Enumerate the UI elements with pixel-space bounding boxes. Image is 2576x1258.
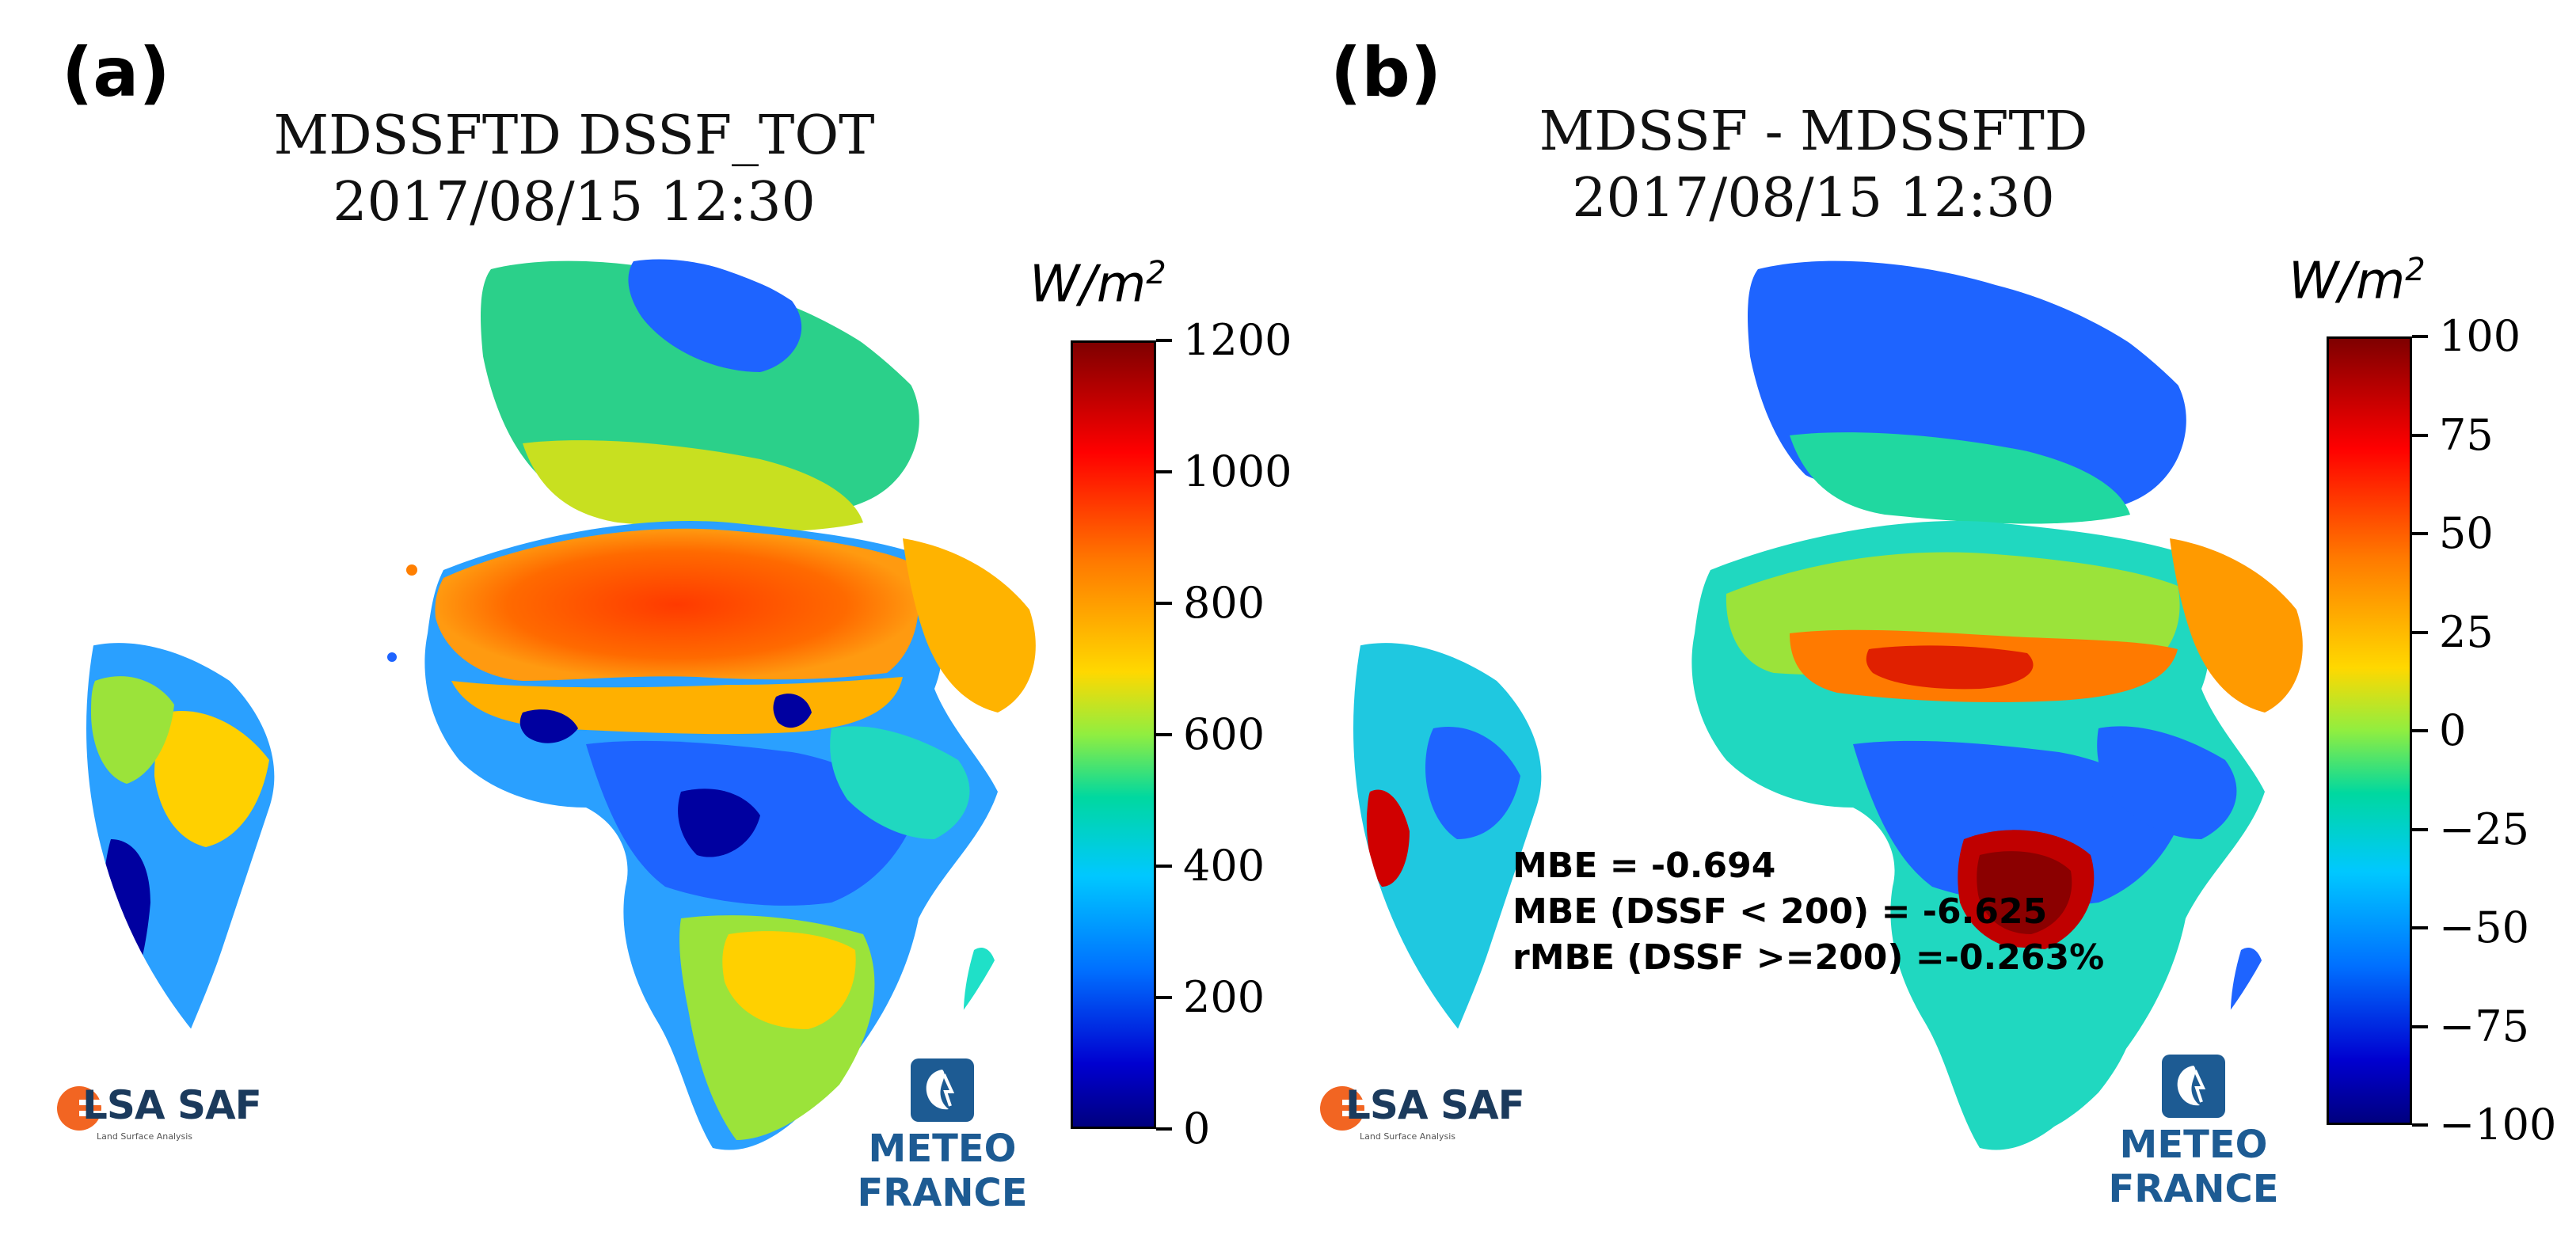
meteo-france-logo: METEO FRANCE (855, 1057, 1029, 1215)
amazon-region (91, 676, 174, 784)
east-africa-region (830, 726, 970, 839)
madagascar-region (963, 947, 998, 1053)
sahel-blue-patch (519, 709, 578, 743)
lsa-saf-logo: LSA SAF Land Surface Analysis (1318, 1081, 1572, 1152)
andes-hotspot (1366, 789, 1410, 887)
meteo-france-logo: METEO FRANCE (2106, 1053, 2281, 1211)
colorbar-tick-label: −25 (2439, 804, 2529, 854)
kalahari-region (722, 931, 856, 1029)
colorbar-tick-label: 600 (1183, 709, 1265, 759)
lsa-saf-sun-icon (1320, 1086, 1366, 1131)
colorbar-tick-label: 400 (1183, 841, 1265, 891)
lsa-saf-text: LSA SAF (82, 1082, 262, 1128)
sahel-red-core (1866, 645, 2034, 690)
brazil-blue-region (1425, 727, 1520, 839)
colorbar-tick-label: 1200 (1183, 315, 1292, 365)
panel-label: (a) (62, 33, 170, 112)
brazil-east-region (154, 711, 269, 847)
meteo-line2: FRANCE (2108, 1167, 2279, 1211)
stats-block: MBE = -0.694 MBE (DSSF < 200) = -6.625 r… (1512, 843, 2104, 981)
lake-patch (773, 694, 812, 728)
sahara-region (435, 528, 919, 681)
panel-b: (b) MDSSF - MDSSFTD 2017/08/15 12:30 (1283, 0, 2576, 1258)
congo-patch (678, 789, 760, 857)
scandinavia-region (628, 259, 802, 372)
canary-island (406, 564, 417, 576)
colorbar (2327, 336, 2412, 1125)
colorbar-tick-label: 0 (1183, 1104, 1211, 1153)
map-title: MDSSF - MDSSFTD 2017/08/15 12:30 (1505, 99, 2122, 232)
colorbar-ticks: 1200 1000 800 600 400 200 0 (1156, 315, 1292, 1153)
europe-south-region (1790, 432, 2130, 524)
angola-hotspot-core (1977, 851, 2072, 934)
map-title: MDSSFTD DSSF_TOT 2017/08/15 12:30 (245, 103, 903, 236)
colorbar-tick-label: −75 (2439, 1001, 2529, 1051)
colorbar-ticks: 100 75 50 25 0 −25 −50 −75 −100 (2412, 311, 2570, 1150)
colorbar-unit: W/m2 (2289, 252, 2426, 311)
globe-map (85, 243, 1056, 1214)
arctic-strip (235, 244, 459, 310)
lsa-saf-subtitle: Land Surface Analysis (97, 1131, 193, 1142)
europe-south-region (523, 440, 863, 532)
meteo-france-emblem-icon (911, 1058, 974, 1122)
lsa-saf-subtitle: Land Surface Analysis (1360, 1131, 1456, 1142)
map-title-line1: MDSSF - MDSSFTD (1539, 101, 2088, 163)
arabia-region (903, 538, 1036, 713)
colorbar-tick-label: 100 (2439, 311, 2521, 361)
colorbar-unit: W/m2 (1029, 255, 1166, 314)
lsa-saf-sun-icon (57, 1086, 103, 1131)
madagascar-region (2230, 947, 2265, 1053)
colorbar (1071, 340, 1156, 1129)
stat-mbe-low: MBE (DSSF < 200) = -6.625 (1512, 891, 2048, 932)
east-africa-region (2097, 726, 2237, 839)
southern-africa-region (1947, 947, 2137, 1140)
lsa-saf-logo: LSA SAF Land Surface Analysis (55, 1081, 309, 1152)
map-title-date: 2017/08/15 12:30 (333, 171, 816, 234)
colorbar-tick-label: 200 (1183, 972, 1265, 1022)
stat-mbe: MBE = -0.694 (1512, 846, 1776, 886)
andes-region (101, 839, 150, 1021)
colorbar-tick-label: 1000 (1183, 447, 1292, 496)
map-title-date: 2017/08/15 12:30 (1572, 167, 2055, 230)
lsa-saf-text: LSA SAF (1345, 1082, 1525, 1128)
colorbar-tick-label: −100 (2439, 1100, 2557, 1150)
arabia-region (2170, 538, 2303, 713)
colorbar-tick-label: 800 (1183, 578, 1265, 628)
colorbar-tick-label: 75 (2439, 409, 2494, 460)
panel-label: (b) (1330, 33, 1442, 112)
globe-map (1352, 243, 2323, 1214)
stat-rmbe-high: rMBE (DSSF >=200) =-0.263% (1512, 937, 2105, 978)
colorbar-tick-label: −50 (2439, 903, 2529, 952)
colorbar-tick-label: 50 (2439, 508, 2494, 558)
cape-verde-island (387, 652, 397, 662)
map-title-line1: MDSSFTD DSSF_TOT (273, 105, 875, 167)
central-africa-region (1853, 740, 2186, 906)
meteo-line2: FRANCE (857, 1171, 1028, 1215)
panel-a: (a) MDSSFTD DSSF_TOT 2017/08/15 12:30 (0, 0, 1292, 1258)
colorbar-tick-label: 0 (2439, 705, 2467, 755)
meteo-line1: METEO (868, 1127, 1017, 1171)
arctic-strip (1502, 244, 1726, 310)
meteo-france-emblem-icon (2162, 1055, 2225, 1118)
meteo-line1: METEO (2119, 1123, 2268, 1167)
colorbar-tick-label: 25 (2439, 606, 2494, 657)
